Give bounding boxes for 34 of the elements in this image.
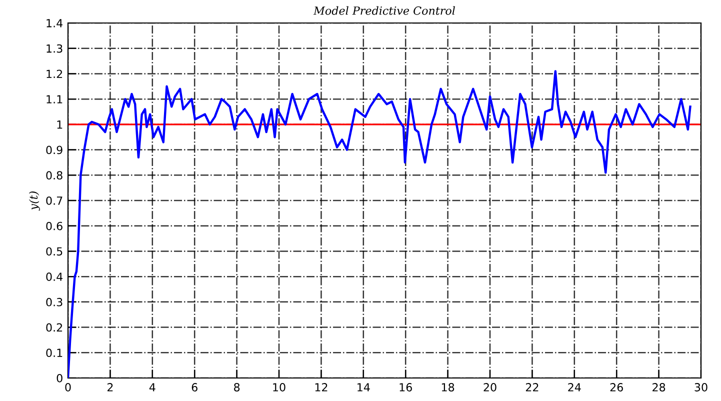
x-tick-label: 14 [358, 383, 370, 392]
y-tick-label: 1 [57, 120, 62, 129]
chart-title: Model Predictive Control [313, 6, 455, 15]
y-tick-label: 0.7 [46, 196, 62, 205]
y-tick-label: 0.9 [46, 146, 62, 154]
x-tick-label: 18 [442, 383, 454, 392]
y-tick-label: 1.2 [46, 70, 62, 78]
x-tick-label: 22 [526, 383, 538, 392]
y-tick-label: 0.8 [46, 171, 62, 180]
x-tick-label: 30 [694, 383, 708, 392]
y-tick-label: 1.3 [46, 44, 62, 53]
x-tick-label: 6 [192, 383, 198, 392]
x-tick-label: 10 [273, 383, 286, 392]
y-tick-label: 0.1 [46, 348, 62, 358]
x-tick-label: 24 [568, 383, 581, 392]
y-tick-label: 0 [56, 374, 62, 382]
x-tick-label: 20 [484, 383, 496, 392]
x-tick-label: 8 [234, 383, 240, 392]
y-tick-label: 0.5 [46, 247, 62, 256]
y-tick-label: 0.6 [46, 222, 62, 230]
y-tick-label: 0.2 [46, 323, 62, 332]
x-tick-label: 0 [65, 383, 71, 392]
x-tick-label: 16 [400, 383, 412, 392]
y-tick-label: 1.4 [46, 19, 63, 28]
x-tick-label: 26 [610, 383, 623, 392]
y-tick-label: 1.1 [46, 95, 62, 104]
y-tick-label: 0.4 [46, 272, 63, 281]
x-tick-label: 28 [652, 383, 666, 392]
line-series [68, 70, 692, 378]
x-tick-label: 12 [315, 383, 328, 392]
y-tick-label: 0.3 [46, 298, 62, 306]
x-tick-label: 4 [149, 383, 156, 392]
y-axis-title: y(t) [29, 191, 40, 211]
x-tick-label: 2 [107, 383, 113, 392]
